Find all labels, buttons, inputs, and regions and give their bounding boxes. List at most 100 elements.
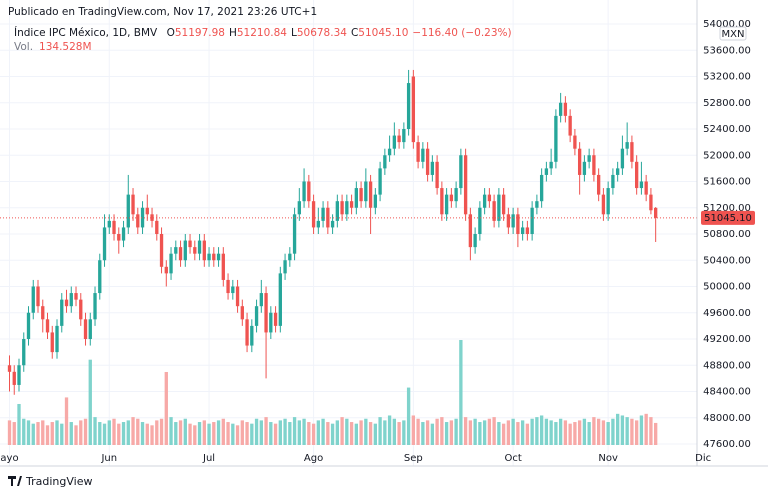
candle-body (183, 240, 187, 261)
candle-body (630, 142, 634, 162)
candle-body (468, 214, 473, 248)
volume-bar (41, 420, 45, 445)
volume-bar (69, 422, 73, 445)
candle-body (292, 214, 297, 254)
candle-body (79, 299, 83, 320)
candle-body (231, 286, 235, 294)
y-tick-label: 49200.00 (703, 334, 751, 345)
volume-bar (288, 422, 292, 445)
volume-bar (273, 423, 278, 445)
volume-bar (107, 420, 111, 445)
volume-bar (383, 420, 387, 445)
candle-body (297, 201, 301, 215)
candle-body (411, 76, 416, 143)
candle-body (188, 240, 192, 248)
volume-bar (639, 415, 644, 445)
candle-body (520, 227, 525, 234)
candle-body (649, 194, 653, 211)
volume-bar (345, 418, 349, 445)
candle-body (596, 174, 601, 195)
candle-body (345, 201, 349, 215)
volume-bar (283, 418, 287, 445)
volume-bar (406, 387, 411, 445)
volume-bar (12, 422, 16, 445)
volume-bar (468, 420, 473, 445)
candle-body (601, 194, 606, 215)
volume-bar (221, 418, 225, 445)
candle-body (573, 135, 577, 149)
candle-body (506, 214, 511, 228)
volume-bar (364, 418, 368, 445)
x-tick-label: Jun (100, 453, 117, 464)
candle-body (349, 201, 354, 208)
candle-body (615, 168, 620, 175)
candle-body (558, 102, 563, 116)
volume-bar (235, 425, 240, 445)
candle-body (17, 365, 21, 385)
volume-bar (64, 397, 69, 445)
volume-bar (340, 417, 344, 445)
candle-body (392, 135, 397, 149)
candle-body (41, 306, 45, 320)
volume-bar (311, 423, 316, 445)
candle-body (620, 148, 625, 169)
candle-body (359, 188, 363, 202)
volume-bar (193, 425, 197, 445)
volume-bar (359, 420, 363, 445)
candle-body (387, 148, 392, 156)
volume-bar (430, 423, 435, 445)
candle-body (31, 286, 35, 313)
volume-bar (259, 420, 263, 445)
candle-body (98, 260, 102, 294)
y-tick-label: 48800.00 (703, 360, 751, 371)
candle-body (250, 325, 254, 346)
volume-value: 134.528M (39, 41, 91, 53)
volume-bar (269, 422, 273, 445)
candle-body (440, 188, 444, 215)
volume-bar (516, 422, 520, 445)
candle-body (22, 339, 26, 366)
volume-bar (563, 420, 568, 445)
candle-body (639, 181, 644, 189)
candle-body (7, 365, 12, 372)
volume-bar (150, 425, 154, 445)
volume-bar (102, 423, 107, 445)
volume-bar (55, 420, 59, 445)
footer-logo: TradingView (8, 475, 92, 488)
volume-bar (7, 420, 12, 445)
candle-body (378, 168, 382, 195)
candle-body (117, 234, 121, 241)
volume-bar (60, 423, 64, 445)
volume-bar (140, 422, 145, 445)
candle-body (121, 227, 126, 241)
candle-body (193, 247, 197, 254)
volume-bar (478, 422, 482, 445)
volume-bar (297, 420, 301, 445)
volume-bar (302, 418, 306, 445)
volume-bar (421, 422, 425, 445)
candle-body (12, 371, 16, 385)
volume-bar (530, 418, 534, 445)
candle-body (226, 279, 230, 294)
candle-body (487, 194, 492, 202)
volume-bar (539, 415, 544, 445)
volume-bar (497, 422, 501, 445)
candle-body (563, 102, 568, 116)
legend: Índice IPC México, 1D, BMV O51197.98 H512… (14, 26, 512, 39)
volume-bar (126, 420, 130, 445)
logo-icon (8, 476, 22, 486)
y-tick-label: 51600.00 (703, 177, 751, 188)
volume-bar (31, 423, 35, 445)
y-tick-label: 49600.00 (703, 308, 751, 319)
x-tick-label: ayo (0, 453, 18, 464)
candle-body (93, 293, 97, 320)
candle-body (254, 306, 259, 326)
volume-bar (511, 418, 515, 445)
volume-bar (79, 420, 83, 445)
volume-legend: Vol. 134.528M (14, 41, 92, 53)
volume-bar (577, 420, 582, 445)
volume-bar (482, 420, 487, 445)
published: Publicado en TradingView.com, Nov 17, 20… (8, 6, 317, 18)
candle-body (606, 188, 610, 215)
